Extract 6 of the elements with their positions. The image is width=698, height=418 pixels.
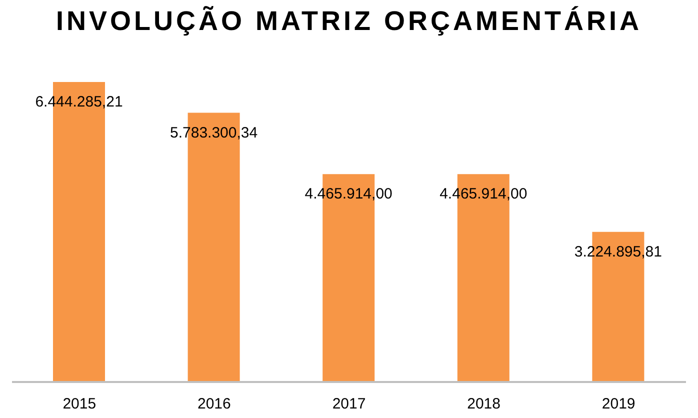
chart-title: INVOLUÇÃO MATRIZ ORÇAMENTÁRIA: [55, 5, 643, 38]
x-tick-label: 2016: [198, 396, 231, 413]
x-tick-label: 2018: [467, 396, 500, 413]
x-tick-label: 2019: [602, 396, 636, 413]
x-tick-label: 2017: [332, 396, 366, 413]
x-tick-label: 2015: [62, 396, 96, 413]
